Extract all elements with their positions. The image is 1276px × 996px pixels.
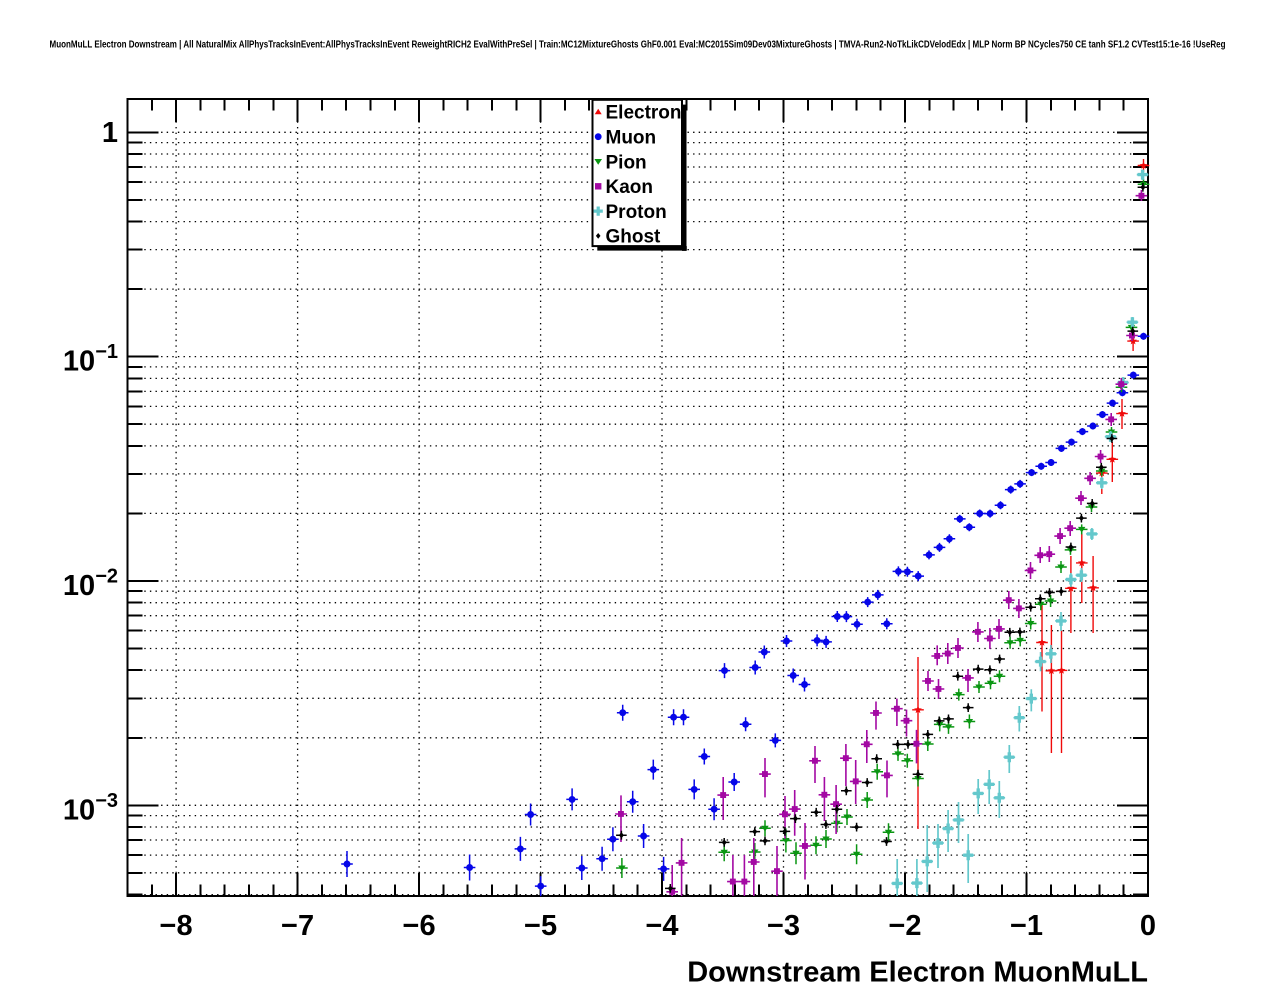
svg-text:Electron: Electron xyxy=(606,103,682,124)
svg-text:MuonMuLL Electron Downstream |: MuonMuLL Electron Downstream | All Natur… xyxy=(50,40,1226,51)
svg-text:−6: −6 xyxy=(403,910,436,942)
svg-text:−3: −3 xyxy=(767,910,800,942)
svg-text:−1: −1 xyxy=(1010,910,1043,942)
svg-text:1: 1 xyxy=(102,117,118,149)
svg-text:−4: −4 xyxy=(645,910,678,942)
svg-text:−7: −7 xyxy=(281,910,314,942)
svg-text:Proton: Proton xyxy=(606,202,667,223)
svg-text:Pion: Pion xyxy=(606,152,647,173)
svg-text:−2: −2 xyxy=(888,910,921,942)
svg-text:Downstream Electron MuonMuLL: Downstream Electron MuonMuLL xyxy=(687,957,1148,989)
svg-text:Kaon: Kaon xyxy=(606,177,654,198)
svg-text:−5: −5 xyxy=(524,910,557,942)
svg-text:0: 0 xyxy=(1140,910,1156,942)
svg-text:Ghost: Ghost xyxy=(606,227,662,248)
svg-text:−8: −8 xyxy=(160,910,193,942)
svg-text:Muon: Muon xyxy=(606,128,657,149)
